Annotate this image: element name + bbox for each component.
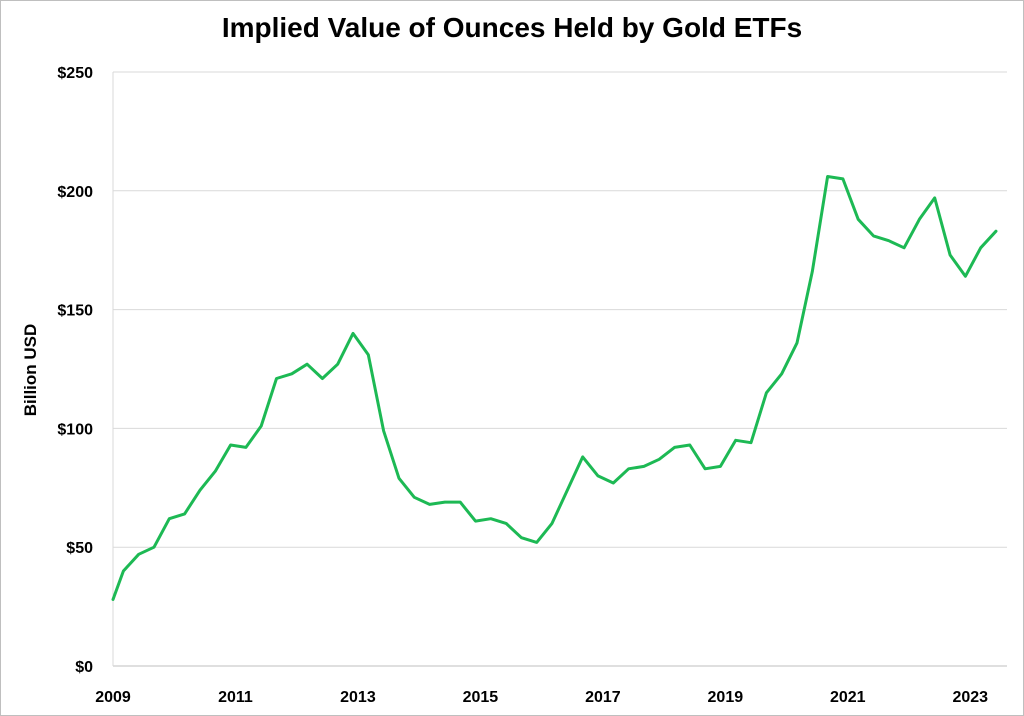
x-tick-labels: 2009 2011 2013 2015 2017 2019 2021 2023 — [95, 689, 988, 706]
y-tick-label: $200 — [57, 184, 93, 201]
x-tick-label: 2021 — [830, 689, 866, 706]
y-tick-label: $0 — [75, 659, 93, 676]
y-tick-label: $100 — [57, 421, 93, 438]
x-tick-label: 2019 — [708, 689, 744, 706]
series-layer — [111, 175, 998, 601]
y-tick-labels: $0 $50 $100 $150 $200 $250 — [57, 65, 93, 676]
x-tick-label: 2023 — [952, 689, 988, 706]
series-line-0 — [111, 175, 998, 601]
gridlines — [112, 71, 1007, 667]
y-tick-label: $250 — [57, 65, 93, 82]
x-tick-label: 2017 — [585, 689, 621, 706]
x-tick-label: 2011 — [218, 689, 253, 706]
x-tick-label: 2009 — [95, 689, 131, 706]
chart-title: Implied Value of Ounces Held by Gold ETF… — [221, 12, 803, 43]
x-tick-label: 2015 — [463, 689, 499, 706]
x-tick-label: 2013 — [340, 689, 376, 706]
y-tick-label: $50 — [66, 540, 93, 557]
y-tick-label: $150 — [57, 303, 93, 320]
